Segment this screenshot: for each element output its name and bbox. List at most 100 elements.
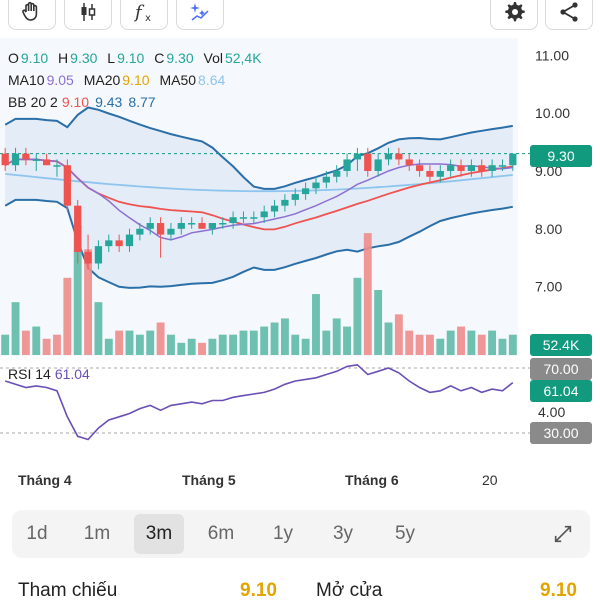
volume-bar — [239, 330, 248, 355]
candle-body — [395, 153, 403, 160]
settings-button[interactable] — [490, 0, 538, 30]
candle-body — [384, 153, 393, 160]
rsi-lower-tag: 30.00 — [530, 422, 592, 444]
ma50-value: 8.64 — [198, 72, 226, 88]
candle-body — [63, 165, 71, 206]
candle-body — [312, 182, 320, 189]
volume-bar — [270, 322, 279, 355]
volume-bar — [457, 326, 465, 355]
candle-body — [167, 228, 175, 235]
period-5y[interactable]: 5y — [394, 523, 416, 544]
volume-bar — [21, 330, 30, 355]
ohlc-legend: O 9.10 H 9.30 L 9.10 C 9.30 Vol 52,4K — [8, 50, 268, 66]
ma20-value: 9.10 — [122, 72, 150, 88]
candle-body — [94, 246, 103, 264]
hand-icon — [22, 1, 38, 21]
period-3y[interactable]: 3y — [332, 523, 354, 544]
close-label: C — [154, 50, 165, 66]
fullscreen-button[interactable] — [538, 514, 588, 554]
chart-type-button[interactable] — [64, 0, 112, 30]
ai-analysis-button[interactable] — [176, 0, 224, 30]
volume-bar — [73, 225, 82, 355]
volume-bar — [11, 302, 20, 355]
expand-icon — [554, 525, 572, 543]
volume-bar — [218, 334, 227, 355]
volume-bar — [353, 277, 362, 355]
open-price-label: Mở cửa — [316, 580, 383, 600]
bb-legend: BB 20 2 9.10 9.43 8.77 — [8, 94, 162, 110]
candle-body — [467, 165, 476, 171]
bb-mid-value: 9.10 — [61, 94, 90, 110]
hand-tool-button[interactable] — [8, 0, 56, 30]
candle-body — [343, 159, 351, 171]
volume-bar — [436, 338, 445, 355]
period-6m[interactable]: 6m — [207, 523, 235, 544]
volume-bar — [32, 326, 41, 355]
period-1m[interactable]: 1m — [83, 523, 111, 544]
rsi-value: 61.04 — [54, 366, 90, 382]
volume-bar — [167, 334, 175, 355]
candle-body — [301, 188, 310, 195]
candle-body — [53, 165, 61, 167]
open-price-value: 9.10 — [540, 580, 577, 600]
period-3m[interactable]: 3m — [134, 514, 184, 554]
candle-body — [188, 223, 196, 225]
bollinger-upper-line — [4, 106, 513, 190]
volume-bar — [1, 334, 10, 355]
volume-bar — [63, 277, 72, 355]
volume-bar — [53, 334, 61, 355]
candle-body — [364, 153, 372, 171]
volume-bar — [94, 302, 103, 355]
volume-bar — [187, 338, 196, 355]
candle-body — [146, 223, 154, 229]
volume-bar — [301, 338, 310, 355]
price-axis-label: 8.00 — [535, 221, 562, 237]
ma50-label: MA50 — [159, 72, 197, 88]
ma10-line — [4, 158, 513, 241]
candle-body — [374, 159, 382, 171]
open-label: O — [8, 50, 19, 66]
low-label: L — [107, 50, 116, 66]
ma20-label: MA20 — [83, 72, 121, 88]
candle-body — [11, 153, 20, 166]
svg-text:x: x — [145, 13, 151, 24]
candle-body — [219, 223, 227, 225]
candle-body — [260, 211, 268, 218]
candle-body — [115, 240, 123, 247]
volume-bar — [488, 330, 497, 355]
candle-body — [42, 159, 51, 166]
candle-body — [405, 159, 413, 166]
period-1d[interactable]: 1d — [26, 523, 48, 544]
volume-bar — [42, 338, 51, 355]
candle-body — [239, 217, 248, 219]
close-value: 9.30 — [166, 50, 194, 66]
rsi-legend: RSI 14 61.04 — [8, 366, 96, 382]
candle-body — [1, 153, 9, 166]
volume-bar — [177, 342, 186, 355]
price-axis-label: 11.00 — [535, 47, 569, 63]
candle-body — [426, 170, 434, 177]
month-label-april: Tháng 4 — [18, 472, 72, 488]
volume-bar — [477, 334, 486, 355]
candlestick-icon — [81, 3, 96, 21]
candle-body — [447, 165, 455, 171]
candle-body — [250, 217, 258, 219]
rsi-label: RSI 14 — [8, 366, 51, 382]
candle-body — [270, 205, 279, 212]
high-label: H — [58, 50, 69, 66]
gear-icon — [505, 2, 525, 22]
open-value: 9.10 — [20, 50, 49, 66]
candle-body — [509, 153, 517, 166]
rsi-line — [4, 363, 514, 441]
candle-body — [498, 165, 507, 167]
period-1y[interactable]: 1y — [272, 523, 294, 544]
share-button[interactable] — [545, 0, 593, 30]
ma10-value: 9.05 — [46, 72, 74, 88]
rsi-mid-label: 4.00 — [538, 404, 565, 420]
rsi-current-tag: 61.04 — [530, 380, 592, 402]
